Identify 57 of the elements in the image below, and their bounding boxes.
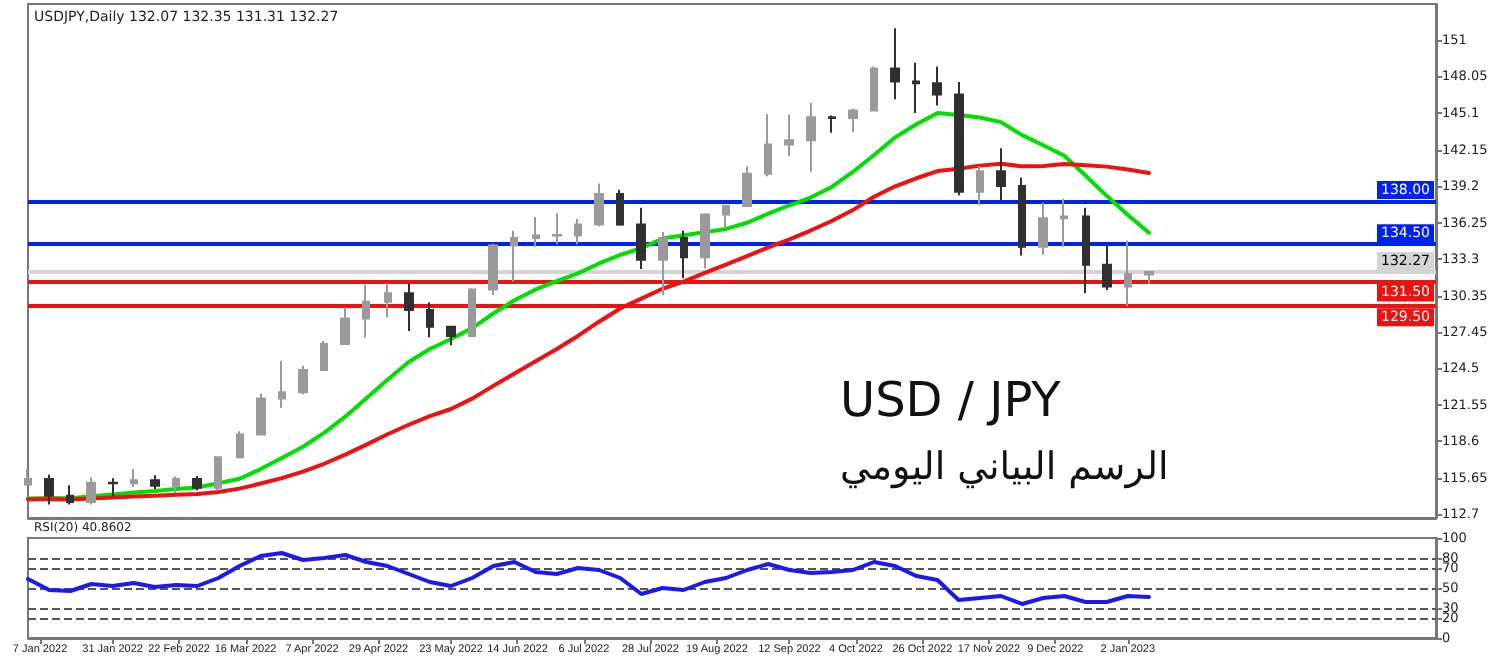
candlestick [996,147,1006,202]
candlestick [24,468,32,487]
candlestick [658,230,668,297]
candlestick [784,113,794,158]
annotation: USD / JPY [840,372,1062,428]
candlestick [764,113,772,178]
candlestick [362,283,370,339]
candlestick [256,392,266,437]
candlestick [426,301,434,339]
candlestick [1018,176,1026,257]
candlestick [574,217,582,246]
candlestick [108,477,118,498]
annotation: الرسم البياني اليومي [839,445,1169,489]
candlestick [488,242,498,297]
candlestick [510,229,518,283]
candlestick [848,107,858,134]
candlestick [384,282,392,319]
candlestick [278,359,286,409]
candlestick [700,212,710,270]
candlestick [236,430,244,459]
candlestick [742,165,752,209]
candlestick [320,339,328,372]
line-series [26,551,1151,606]
candlestick [214,455,222,492]
candlestick [1144,269,1154,285]
candlestick [912,61,920,114]
candlestick [44,473,54,506]
candlestick [954,81,964,197]
candlestick [636,206,646,271]
candlestick [130,468,138,489]
candlestick [828,114,836,134]
candlestick [340,306,350,346]
candlestick [552,212,562,246]
candlestick [66,484,74,506]
candlestick [1102,244,1112,292]
candlestick [172,475,180,495]
candlestick [298,364,308,396]
candlestick [680,229,688,280]
candlestick [890,27,900,101]
candlestick [1124,239,1132,308]
candlestick [468,287,476,337]
candlestick [870,65,878,113]
candlestick [532,216,540,248]
candlestick [932,65,942,107]
candlestick [192,474,202,492]
candlestick [722,203,730,230]
candlestick [150,474,160,490]
candlestick [806,102,816,173]
candlestick [616,188,624,227]
candlestick [446,325,456,347]
candlestick [594,182,604,228]
candlestick [1060,198,1068,248]
candlestick [404,282,414,332]
candlestick [86,476,96,506]
candlestick [1038,201,1048,256]
candlestick [1082,206,1090,295]
candlestick [976,165,984,207]
